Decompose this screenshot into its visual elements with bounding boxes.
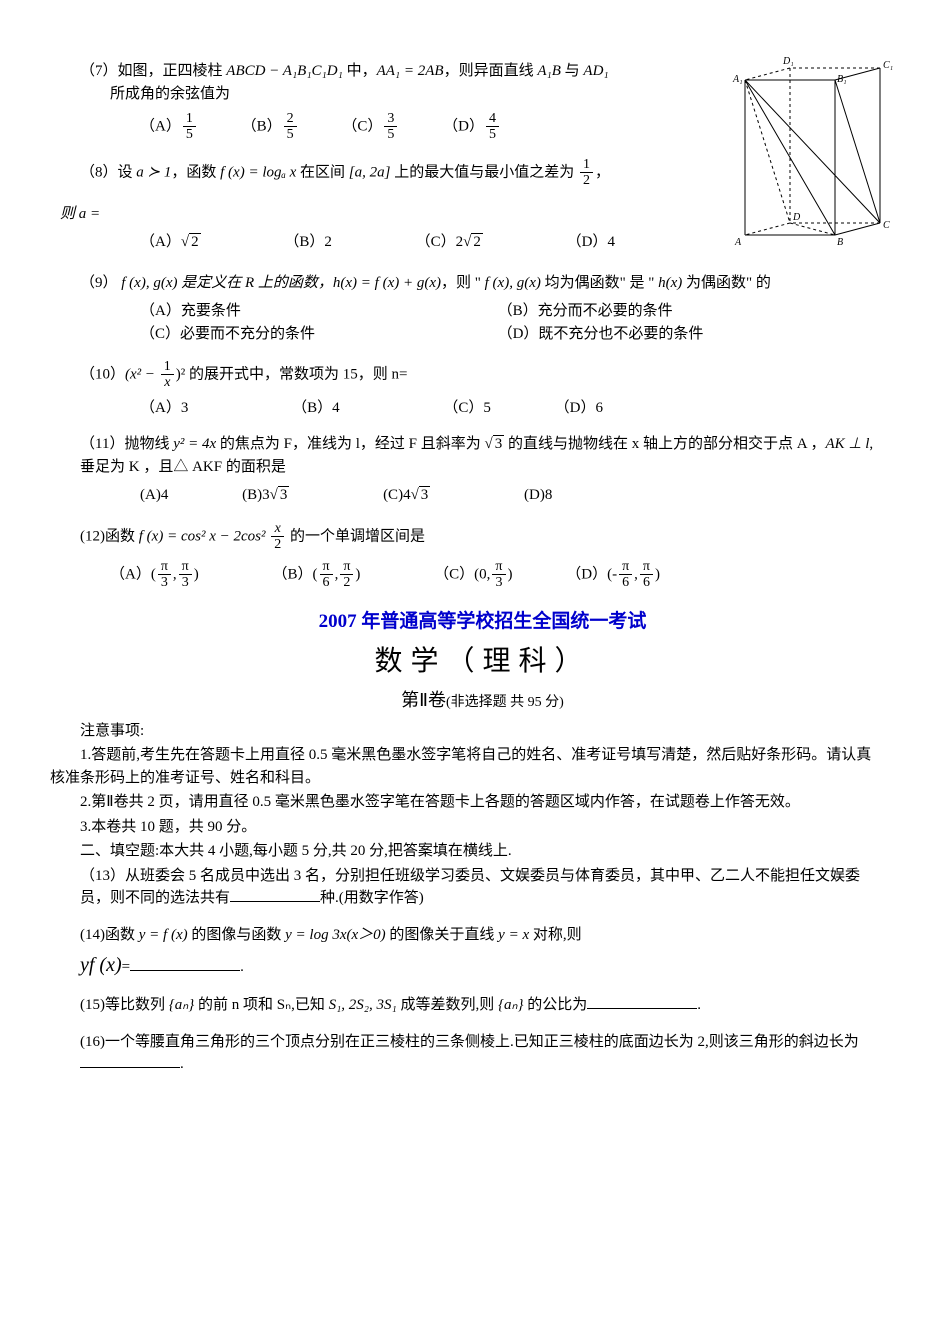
q7-opt-d: （D）45 <box>443 111 501 143</box>
question-14: (14)函数 y = f (x) 的图像与函数 y = log 3x(x＞0) … <box>80 924 885 981</box>
notice-head: 注意事项: <box>80 720 885 743</box>
q10-options: （A）3 （B）4 （C）5 （D）6 <box>140 397 885 420</box>
q12-options: （A）(π3,π3) （B）(π6,π2) （C）(0,π3) （D）(-π6,… <box>110 559 885 591</box>
q8-opt-b: （B）2 <box>284 231 332 254</box>
q11-options: (A)4 (B)3√3 (C)4√3 (D)8 <box>140 484 885 507</box>
q7-opt-c: （C）35 <box>342 111 399 143</box>
question-15: (15)等比数列 {aₙ} 的前 n 项和 Sₙ,已知 S₁, 2S₂, 3S₁… <box>80 994 885 1017</box>
q16-num: (16) <box>80 1034 105 1050</box>
q7-text-a: 如图，正四棱柱 <box>118 63 227 79</box>
q10-num: （10） <box>80 366 125 382</box>
question-9: （9） f (x), g(x) 是定义在 R 上的函数，h(x) = f (x)… <box>80 272 885 346</box>
q14-blank[interactable] <box>130 956 240 971</box>
q12-num: (12) <box>80 528 105 544</box>
q8-opt-a: （A）√2 <box>140 231 201 254</box>
q16-blank[interactable] <box>80 1053 180 1068</box>
q15-num: (15) <box>80 997 105 1013</box>
q7-formula-ab: A₁B <box>537 63 561 79</box>
header-blue: 2007 年普通高等学校招生全国统一考试 <box>80 608 885 637</box>
q10-opt-c: （C）5 <box>443 397 491 420</box>
svg-text:C: C <box>883 220 890 231</box>
q7-text-d: 与 <box>561 63 584 79</box>
cube-figure: A₁ B₁ C₁ D₁ A B C D <box>725 50 895 250</box>
q14-yf: yf (x) <box>80 954 122 976</box>
q12-opt-b: （B）(π6,π2) <box>272 559 360 591</box>
q7-opt-b: （B）25 <box>242 111 299 143</box>
svg-text:B: B <box>837 237 843 248</box>
svg-text:C₁: C₁ <box>883 60 893 71</box>
svg-text:A: A <box>734 237 742 248</box>
question-13: （13）从班委会 5 名成员中选出 3 名，分别担任班级学习委员、文娱委员与体育… <box>80 865 885 910</box>
notice-p2: 2.第Ⅱ卷共 2 页，请用直径 0.5 毫米黑色墨水签字笔在答题卡上各题的答题区… <box>50 791 885 814</box>
q13-num: （13） <box>80 868 125 884</box>
q9-num: （9） <box>80 275 118 291</box>
q11-num: （11） <box>80 436 124 452</box>
q8-opt-d: （D）4 <box>567 231 615 254</box>
header-sub: 第Ⅱ卷(非选择题 共 95 分) <box>80 687 885 714</box>
header-main: 数学（理科） <box>80 641 885 683</box>
svg-text:D₁: D₁ <box>782 56 794 67</box>
q7-formula-cube: ABCD − A₁B₁C₁D₁ <box>226 63 343 79</box>
notice-p3: 3.本卷共 10 题，共 90 分。 <box>50 816 885 839</box>
svg-text:A₁: A₁ <box>732 74 743 85</box>
question-7: A₁ B₁ C₁ D₁ A B C D （7）如图，正四棱柱 ABCD − A₁… <box>80 60 885 143</box>
q7-text-c: ，则异面直线 <box>444 63 538 79</box>
q9-opt-a: （A）充要条件 <box>140 300 498 323</box>
svg-text:D: D <box>792 212 801 223</box>
q9-options: （A）充要条件 （B）充分而不必要的条件 （C）必要而不充分的条件 （D）既不充… <box>140 300 885 345</box>
q11-opt-a: (A)4 <box>140 484 168 507</box>
q10-opt-d: （D）6 <box>555 397 603 420</box>
question-12: (12)函数 f (x) = cos² x − 2cos² x2 的一个单调增区… <box>80 521 885 591</box>
q9-opt-b: （B）充分而不必要的条件 <box>498 300 856 323</box>
q12-opt-c: （C）(0,π3) <box>434 559 512 591</box>
q15-blank[interactable] <box>587 994 697 1009</box>
q13-blank[interactable] <box>230 887 320 902</box>
q12-opt-d: （D）(-π6,π6) <box>566 559 660 591</box>
q7-text-e: 所成角的余弦值为 <box>110 86 230 102</box>
question-16: (16)一个等腰直角三角形的三个顶点分别在正三棱柱的三条侧棱上.已知正三棱柱的底… <box>80 1031 885 1076</box>
q12-opt-a: （A）(π3,π3) <box>110 559 199 591</box>
q7-options: （A）15 （B）25 （C）35 （D）45 <box>140 111 705 143</box>
q11-opt-b: (B)3√3 <box>242 484 289 507</box>
q11-opt-c: (C)4√3 <box>383 484 430 507</box>
svg-text:B₁: B₁ <box>837 74 847 85</box>
notice-p1: 1.答题前,考生先在答题卡上用直径 0.5 毫米黑色墨水签字笔将自己的姓名、准考… <box>50 744 885 789</box>
q11-opt-d: (D)8 <box>524 484 552 507</box>
q10-opt-b: （B）4 <box>292 397 340 420</box>
q7-formula-aa: AA₁ = 2AB <box>377 63 444 79</box>
q7-num: （7） <box>80 63 118 79</box>
q8-num: （8） <box>80 164 118 180</box>
q14-num: (14) <box>80 927 105 943</box>
q7-text-b: 中， <box>343 63 377 79</box>
q8-opt-c: （C）2√2 <box>416 231 483 254</box>
question-11: （11）抛物线 y² = 4x 的焦点为 F，准线为 l，经过 F 且斜率为 √… <box>80 433 885 507</box>
q9-opt-c: （C）必要而不充分的条件 <box>140 323 498 346</box>
notice-body: 1.答题前,考生先在答题卡上用直径 0.5 毫米黑色墨水签字笔将自己的姓名、准考… <box>50 744 885 863</box>
q10-opt-a: （A）3 <box>140 397 188 420</box>
q7-formula-ad: AD₁ <box>583 63 608 79</box>
question-8: （8）设 a ≻ 1，函数 f (x) = logₐ x 在区间 [a, 2a]… <box>80 157 885 189</box>
q9-opt-d: （D）既不充分也不必要的条件 <box>498 323 856 346</box>
q7-opt-a: （A）15 <box>140 111 198 143</box>
section-2-head: 二、填空题:本大共 4 小题,每小题 5 分,共 20 分,把答案填在横线上. <box>50 840 885 863</box>
question-10: （10）(x² − 1x)² 的展开式中，常数项为 15，则 n= （A）3 （… <box>80 359 885 419</box>
